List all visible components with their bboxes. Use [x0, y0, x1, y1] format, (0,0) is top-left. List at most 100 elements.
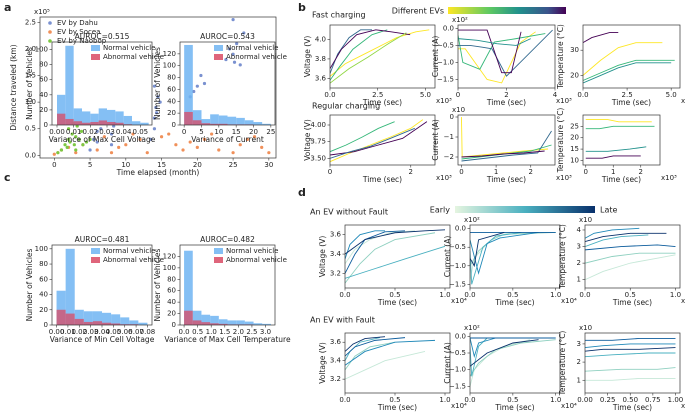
bar [120, 324, 130, 325]
y-tick-label: 4.0 [315, 36, 326, 44]
y-tick-label: 40 [39, 91, 48, 99]
point [224, 57, 228, 62]
plot-area [585, 227, 676, 281]
axes-frame [582, 24, 681, 89]
x-tick-label: 0 [182, 128, 186, 136]
bar [107, 109, 116, 125]
line [461, 116, 549, 158]
x-tick-label: 0.0 [464, 396, 475, 404]
point [95, 148, 99, 152]
x-tick-label: 0.05 [106, 328, 122, 336]
y-tick-label: 1.5 [25, 72, 36, 80]
x-offset-label: x10⁴ [681, 297, 685, 305]
bar [56, 290, 66, 325]
point [235, 42, 239, 46]
x-axis-label: Variance of Min Cell Voltage [50, 335, 155, 344]
line [583, 62, 672, 84]
x-tick-label: 1.0 [550, 291, 561, 299]
x-axis-label: Time (sec) [612, 403, 652, 412]
x-axis-label: Time (sec) [494, 298, 534, 307]
point [232, 60, 237, 64]
point [192, 89, 196, 94]
bar [253, 323, 263, 325]
x-tick-label: 0.04 [116, 128, 132, 136]
line [461, 150, 545, 158]
point [74, 135, 78, 139]
annotation: Fast charging [312, 11, 366, 20]
point [195, 84, 199, 88]
y-axis-label: Current (A) [431, 119, 440, 161]
line [585, 244, 676, 251]
x-tick-label: 2 [504, 91, 508, 99]
bar [57, 113, 66, 125]
bar [227, 320, 237, 325]
x-tick-label: 4 [553, 91, 558, 99]
y-axis-label: Distance traveled (km) [9, 44, 18, 130]
x-offset-label: x10³ [436, 174, 452, 182]
x-tick-label: 1.00 [668, 396, 684, 404]
x-axis-label: Variance of Current [191, 135, 264, 144]
line [345, 337, 381, 361]
y-tick-label: 20 [570, 71, 579, 79]
point [156, 95, 160, 99]
x-tick-label: 0.04 [94, 328, 110, 336]
legend-label: Abnormal vehicle [103, 256, 164, 264]
point [238, 143, 242, 147]
line [330, 29, 430, 77]
y-tick-label: 3.8 [315, 55, 326, 63]
x-axis-label: Time (sec) [486, 175, 526, 184]
x-axis-label: Time (sec) [377, 298, 417, 307]
line [585, 254, 676, 281]
y-tick-label: 100 [163, 264, 176, 272]
x-offset-label: x10⁴ [681, 402, 685, 410]
y-tick-label: 25 [570, 122, 579, 130]
y-tick-label: 2 [577, 358, 581, 366]
y-tick-label: 3.6 [330, 231, 342, 239]
bar [192, 320, 202, 325]
y-axis-label: Number of Vehicles [25, 248, 34, 321]
line [458, 29, 522, 74]
y-tick-label: −1.5 [449, 280, 466, 288]
x-tick-label: 25 [229, 161, 238, 169]
y-axis-label: Voltage (V) [303, 119, 312, 161]
bar [90, 121, 99, 125]
bar [102, 322, 112, 325]
bar [244, 120, 254, 125]
x-tick-label: 30 [264, 161, 273, 169]
point [154, 111, 159, 115]
x-tick-label: 0.0 [179, 328, 190, 336]
x-tick-label: 0.0 [577, 91, 588, 99]
y-tick-label: 0.5 [25, 125, 36, 133]
y-tick-label: −0.5 [437, 41, 454, 49]
y-tick-label: −1.0 [437, 58, 454, 66]
x-tick-label: 0.0 [324, 91, 335, 99]
point [267, 151, 271, 155]
bar [56, 309, 66, 325]
bar [83, 321, 93, 325]
x-tick-label: 0.5 [507, 291, 518, 299]
point [138, 137, 142, 141]
line [585, 227, 640, 239]
point [252, 135, 257, 139]
y-axis-label: Number of Vehicles [153, 47, 162, 120]
point [167, 132, 171, 136]
x-tick-label: 0.07 [128, 328, 144, 336]
line [585, 338, 676, 341]
x-axis-label: Time (sec) [362, 98, 402, 107]
x-tick-label: 0.03 [83, 328, 99, 336]
y-axis-label: Number of Vehicles [25, 47, 34, 120]
line [470, 231, 539, 275]
point [81, 143, 85, 147]
legend-label: EV by Naobop [57, 37, 107, 45]
line [583, 42, 663, 76]
point [260, 145, 264, 149]
axes-frame [179, 41, 276, 126]
x-tick-label: 2 [409, 168, 413, 176]
plot-area [458, 29, 553, 84]
point [238, 63, 242, 67]
y-tick-label: 60 [167, 85, 176, 93]
x-axis-label: Time (sec) [486, 98, 526, 107]
y-tick-label: 3.6 [315, 74, 327, 82]
bar [123, 124, 132, 125]
axes-frame [39, 16, 277, 159]
